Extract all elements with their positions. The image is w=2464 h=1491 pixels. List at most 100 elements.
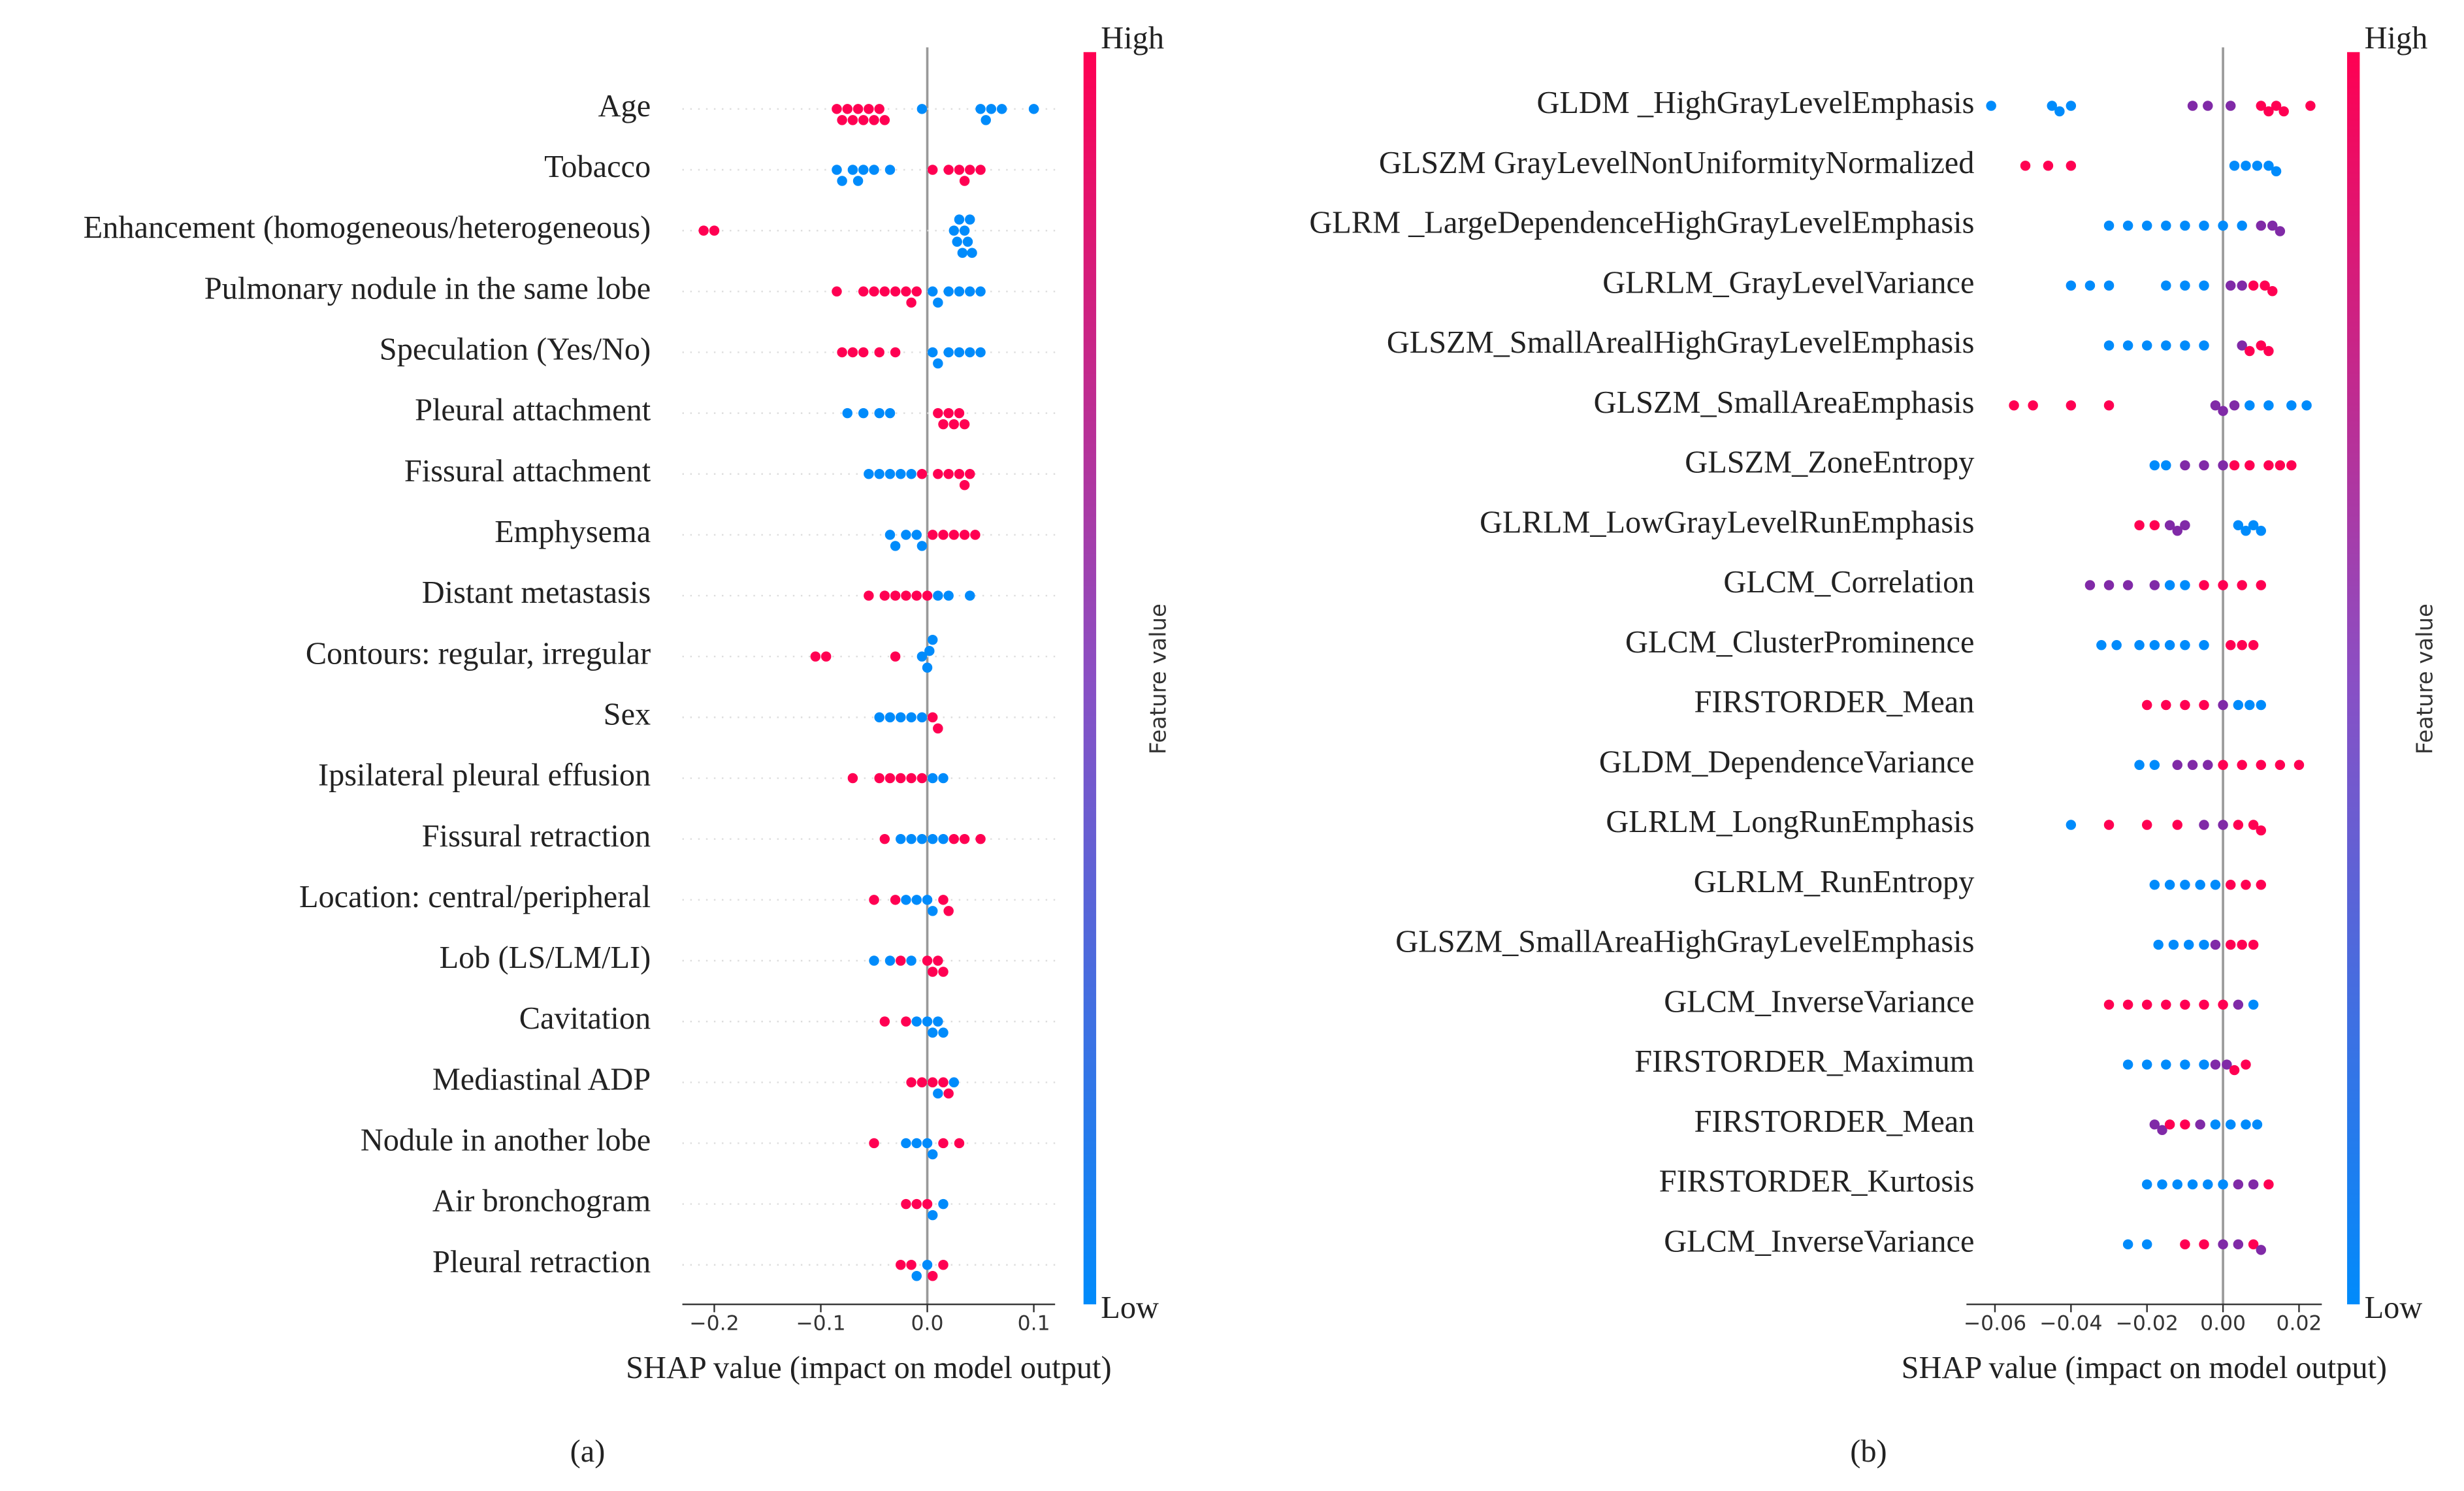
dot [959, 176, 970, 186]
dot [2210, 880, 2221, 890]
dot [2161, 460, 2171, 471]
dot [927, 833, 938, 844]
feature-label: GLDM _HighGrayLevelEmphasis [1536, 86, 1974, 120]
dot [2222, 1059, 2232, 1070]
dot [890, 590, 901, 601]
dot [2066, 400, 2077, 411]
dot [2199, 699, 2209, 711]
dot [965, 165, 975, 175]
dot [2248, 520, 2259, 531]
dot [2141, 699, 2152, 711]
dot [2218, 580, 2228, 590]
dot [901, 895, 911, 905]
dot [884, 408, 896, 419]
dot [952, 236, 962, 247]
dot [2180, 640, 2190, 650]
dot [832, 286, 842, 297]
colorbar-label: Feature value [1145, 603, 1171, 754]
dot [2210, 939, 2221, 950]
dot [2020, 161, 2031, 171]
dot [933, 955, 943, 966]
dot [2237, 280, 2247, 291]
dot [2009, 400, 2019, 411]
dot [2245, 345, 2255, 357]
x-tick-label: −0.2 [689, 1312, 739, 1336]
dot [901, 1016, 911, 1027]
dot [954, 469, 965, 479]
dot [852, 104, 864, 114]
feature-label: GLRLM_LowGrayLevelRunEmphasis [1480, 505, 1974, 539]
dot [933, 297, 943, 308]
dot [874, 408, 884, 419]
dot [2103, 580, 2115, 590]
feature-label: GLCM_Correlation [1723, 565, 1974, 600]
dot [2103, 220, 2115, 231]
dot [2134, 760, 2145, 771]
dot [959, 833, 970, 844]
feature-label: Pulmonary nodule in the same lobe [204, 271, 651, 306]
dot [698, 225, 709, 236]
dot [2233, 820, 2244, 830]
dot [858, 286, 869, 297]
dot [890, 541, 901, 551]
dot [916, 1077, 928, 1088]
dot [2187, 1179, 2198, 1190]
feature-label: Pleural retraction [432, 1245, 651, 1279]
dot [864, 469, 874, 479]
feature-label: Distant metastasis [422, 575, 651, 610]
dot [906, 297, 916, 308]
x-tick-label: −0.06 [1964, 1312, 2026, 1336]
dot [2183, 939, 2194, 950]
feature-label: GLSZM_SmallAreaHighGrayLevelEmphasis [1395, 925, 1974, 959]
dot [2271, 101, 2282, 111]
dot [948, 1077, 960, 1088]
feature-label: Fissural attachment [404, 454, 651, 489]
dot [874, 773, 884, 784]
dot [2111, 640, 2122, 650]
dot [2180, 460, 2190, 471]
dot [2237, 580, 2247, 590]
dot [890, 651, 901, 662]
dot [879, 590, 890, 601]
dot [2199, 1239, 2209, 1250]
dot [911, 590, 922, 601]
colorbar-low: Low [2365, 1291, 2423, 1325]
dot [962, 236, 973, 247]
dot [2180, 999, 2190, 1010]
dot [938, 530, 948, 540]
dot [896, 1260, 906, 1270]
dot [2271, 166, 2282, 177]
dot [837, 347, 847, 358]
dot [2164, 520, 2175, 531]
dot [847, 773, 858, 784]
dot [933, 1088, 943, 1099]
dot [927, 1027, 938, 1038]
dot [2252, 161, 2263, 171]
dot [2172, 820, 2182, 830]
dot [874, 469, 884, 479]
dot [2245, 460, 2255, 471]
dot [2149, 520, 2160, 531]
dot [2263, 1179, 2274, 1190]
dot [2286, 460, 2297, 471]
dot [975, 104, 986, 114]
dot [996, 104, 1007, 114]
dot [2180, 1239, 2190, 1250]
dot [2225, 280, 2236, 291]
dot [2241, 1059, 2251, 1070]
dot [2256, 220, 2267, 231]
feature-label: Sex [604, 697, 651, 731]
dot [2241, 526, 2251, 536]
dot [2225, 939, 2236, 950]
dot [2248, 939, 2259, 950]
dot [2141, 340, 2152, 351]
dot [2263, 400, 2274, 411]
dot [2161, 340, 2171, 351]
dot [2225, 640, 2236, 650]
dot [938, 967, 948, 977]
dot [965, 214, 975, 225]
dot [938, 1027, 948, 1038]
feature-label: Fissural retraction [422, 819, 651, 854]
dot [916, 104, 928, 114]
dot [965, 347, 975, 358]
